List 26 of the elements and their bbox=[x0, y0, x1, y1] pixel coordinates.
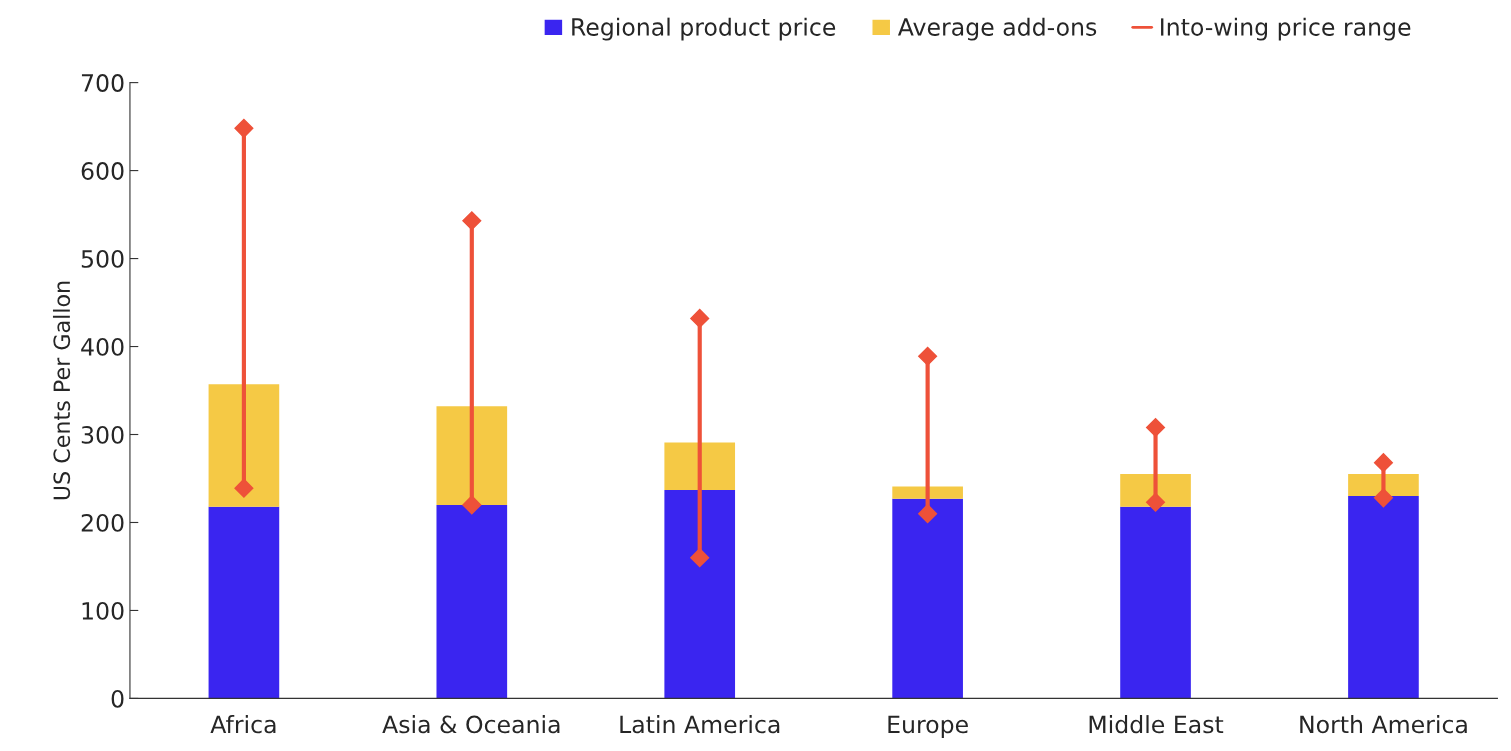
y-tick-label: 300 bbox=[81, 425, 124, 444]
x-tick-label: Asia & Oceania bbox=[382, 715, 560, 734]
x-tick-label: Africa bbox=[210, 715, 276, 734]
x-tick-label: Middle East bbox=[1089, 715, 1224, 734]
y-tick-label: 400 bbox=[81, 337, 124, 356]
bar bbox=[664, 442, 736, 490]
x-tick-label: Latin America bbox=[620, 715, 780, 734]
legend-label: Regional product price bbox=[572, 17, 836, 41]
y-tick-label: 700 bbox=[81, 74, 124, 92]
bar bbox=[1348, 496, 1419, 699]
bar bbox=[892, 486, 963, 499]
y-tick-label: 600 bbox=[81, 162, 124, 180]
legend-label: Average add-ons bbox=[897, 17, 1097, 41]
bar bbox=[436, 504, 508, 699]
bar bbox=[1120, 506, 1191, 699]
y-tick-label: 200 bbox=[81, 513, 124, 532]
y-tick-label: 100 bbox=[82, 601, 124, 620]
bar bbox=[208, 506, 280, 699]
y-tick-label: 500 bbox=[81, 250, 124, 268]
bar bbox=[892, 498, 963, 699]
bar bbox=[664, 489, 736, 699]
y-tick-label: 0 bbox=[111, 689, 124, 708]
legend-label: Into-wing price range bbox=[1161, 17, 1411, 41]
y-axis-title: US Cents Per Gallon bbox=[52, 281, 71, 500]
x-tick-label: Europe bbox=[888, 715, 968, 738]
x-tick-label: North America bbox=[1300, 715, 1467, 734]
